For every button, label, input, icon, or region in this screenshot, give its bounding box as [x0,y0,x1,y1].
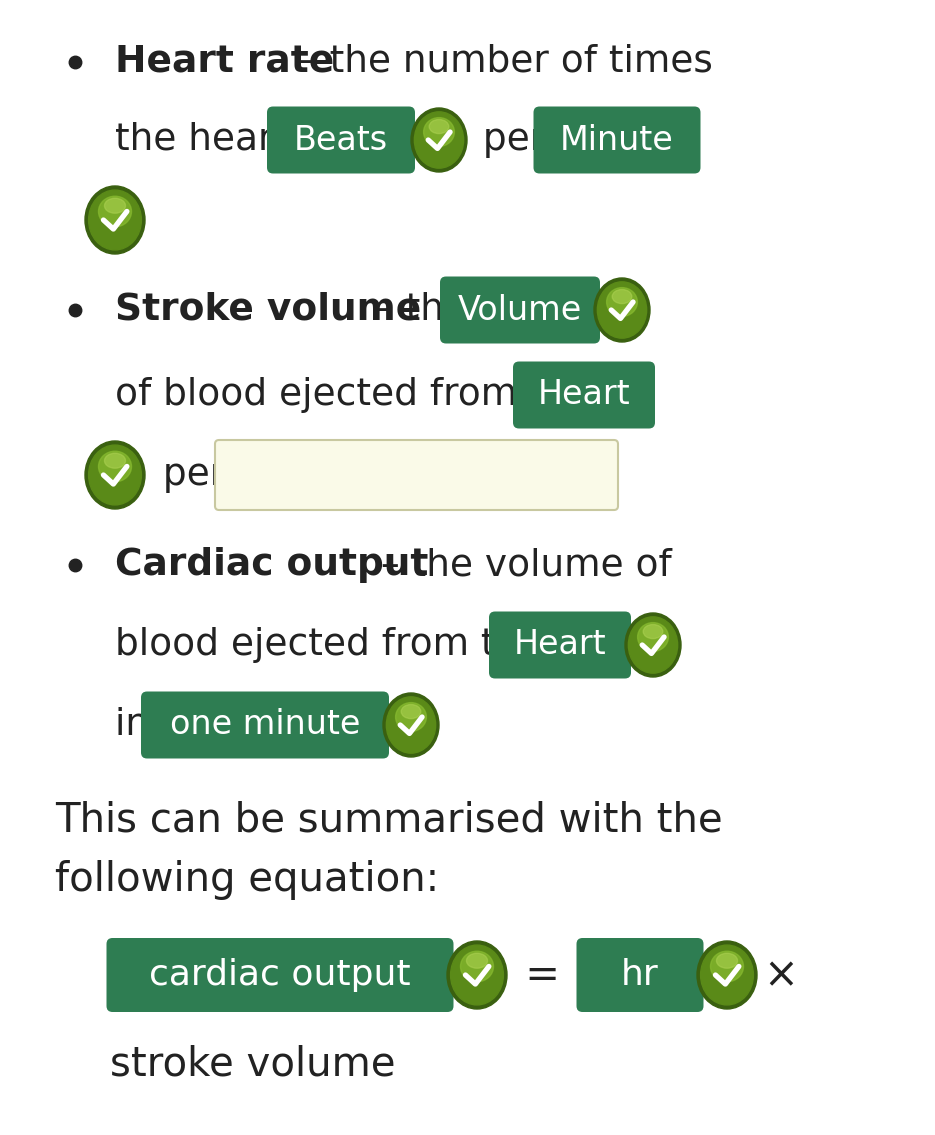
Ellipse shape [396,703,426,731]
FancyBboxPatch shape [577,938,703,1012]
Text: the heart: the heart [115,121,300,158]
Text: following equation:: following equation: [55,860,439,900]
Text: – the number of times: – the number of times [287,44,712,79]
Text: Beats: Beats [294,124,388,157]
Ellipse shape [401,705,421,718]
FancyBboxPatch shape [215,440,618,510]
Text: – the volume of: – the volume of [369,547,671,583]
Ellipse shape [447,941,507,1009]
Text: Stroke volume: Stroke volume [115,292,422,328]
Ellipse shape [451,945,503,1004]
Ellipse shape [700,945,754,1004]
Ellipse shape [638,623,669,651]
Ellipse shape [716,953,738,968]
Text: Cardiac output: Cardiac output [115,547,428,583]
Text: per: per [471,121,557,158]
Text: Heart: Heart [538,378,630,412]
Ellipse shape [461,951,494,982]
Ellipse shape [607,287,638,317]
Ellipse shape [98,196,132,227]
Text: in: in [115,707,161,743]
FancyBboxPatch shape [141,691,389,758]
Ellipse shape [105,199,125,213]
Text: stroke volume: stroke volume [110,1045,396,1085]
Text: Volume: Volume [458,294,583,327]
Text: Heart rate: Heart rate [115,44,334,79]
Text: =: = [512,955,573,997]
Text: – the: – the [363,292,479,328]
Text: cardiac output: cardiac output [150,958,410,992]
Ellipse shape [612,289,632,303]
Text: per: per [151,457,237,493]
Text: Heart: Heart [513,629,606,662]
Ellipse shape [597,281,647,338]
Ellipse shape [628,616,678,673]
Text: ×: × [763,955,798,997]
Text: blood ejected from the: blood ejected from the [115,627,554,663]
FancyBboxPatch shape [440,277,600,344]
FancyBboxPatch shape [513,362,655,429]
Text: This can be summarised with the: This can be summarised with the [55,800,723,840]
Ellipse shape [89,190,141,250]
Ellipse shape [711,951,743,982]
Text: Minute: Minute [560,124,674,157]
Text: one minute: one minute [170,708,360,741]
Ellipse shape [643,624,663,639]
Ellipse shape [414,112,464,168]
Ellipse shape [85,442,145,508]
Ellipse shape [424,118,454,146]
Ellipse shape [411,108,467,173]
Ellipse shape [429,119,449,134]
Ellipse shape [467,953,487,968]
Ellipse shape [386,697,436,754]
FancyBboxPatch shape [267,107,415,174]
Ellipse shape [89,445,141,505]
Ellipse shape [105,453,125,469]
FancyBboxPatch shape [489,612,631,679]
FancyBboxPatch shape [534,107,700,174]
Ellipse shape [85,186,145,254]
Ellipse shape [383,693,439,757]
FancyBboxPatch shape [107,938,453,1012]
Ellipse shape [594,278,650,342]
Ellipse shape [98,452,132,481]
Ellipse shape [697,941,757,1009]
Ellipse shape [625,613,681,676]
Text: of blood ejected from the: of blood ejected from the [115,377,602,413]
Text: hr: hr [621,958,659,992]
